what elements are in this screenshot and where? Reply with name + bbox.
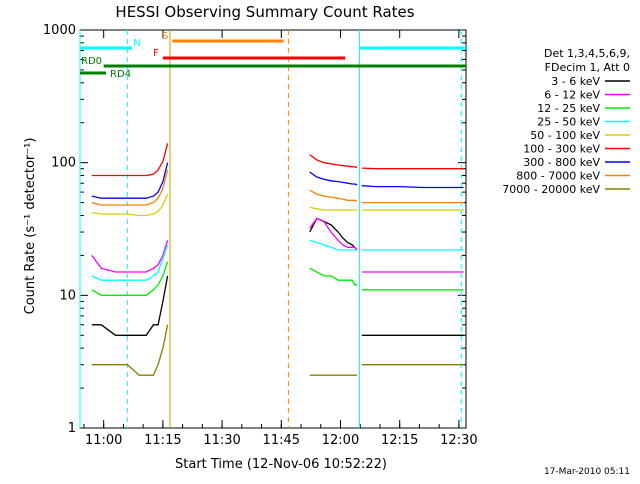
legend-entry: 3 - 6 keV (551, 75, 600, 88)
x-tick-label: 11:00 (85, 433, 122, 448)
legend-entry: 800 - 7000 keV (516, 170, 600, 183)
series-line (91, 162, 169, 199)
flag-label: N (133, 38, 140, 49)
series-line (91, 143, 169, 177)
series-line (91, 169, 169, 206)
series-line (309, 154, 358, 169)
flag-label: S (162, 31, 168, 42)
series-line (91, 275, 169, 336)
y-axis-label: Count Rate (s⁻¹ detector⁻¹) (23, 138, 38, 315)
series-line (91, 244, 169, 281)
flag-label: RD0 (81, 56, 102, 67)
legend-entry: 100 - 300 keV (523, 143, 600, 156)
x-tick-label: 11:15 (144, 433, 181, 448)
series-line (309, 206, 358, 211)
x-tick-label: 11:45 (263, 433, 300, 448)
legend-entry: 12 - 25 keV (537, 102, 600, 115)
legend-entry: 50 - 100 keV (530, 129, 600, 142)
x-tick-label: 11:30 (203, 433, 240, 448)
y-tick-label: 10 (59, 288, 76, 303)
series-line (91, 240, 169, 273)
legend-entry: 7000 - 20000 keV (502, 183, 600, 196)
series-line (361, 167, 464, 170)
series-line (309, 171, 358, 186)
series-line (309, 239, 358, 251)
series-line (309, 189, 358, 203)
x-axis-label: Start Time (12-Nov-06 10:52:22) (175, 457, 387, 472)
chart-title: HESSI Observing Summary Count Rates (115, 3, 414, 21)
series-line (361, 185, 464, 189)
series-line (309, 267, 358, 286)
series-line (91, 261, 169, 296)
x-tick-label: 12:15 (381, 433, 418, 448)
y-tick-label: 1 (68, 421, 76, 436)
legend-entry: 25 - 50 keV (537, 116, 600, 129)
legend-header: FDecim 1, Att 0 (545, 61, 630, 74)
series-line (91, 193, 169, 217)
x-tick-label: 12:30 (440, 433, 477, 448)
legend-entry: 6 - 12 keV (544, 89, 600, 102)
y-tick-label: 100 (51, 156, 76, 171)
x-tick-label: 12:00 (322, 433, 359, 448)
footer-date: 17-Mar-2010 05:11 (544, 467, 630, 477)
series-line (309, 217, 358, 251)
flag-label: RD4 (110, 69, 131, 80)
legend-header: Det 1,3,4,5,6,9, (544, 47, 630, 60)
plot-frame (79, 29, 467, 429)
legend-entry: 300 - 800 keV (523, 156, 600, 169)
series-line (91, 324, 169, 376)
flag-label: F (153, 48, 159, 59)
y-tick-label: 1000 (43, 23, 76, 38)
